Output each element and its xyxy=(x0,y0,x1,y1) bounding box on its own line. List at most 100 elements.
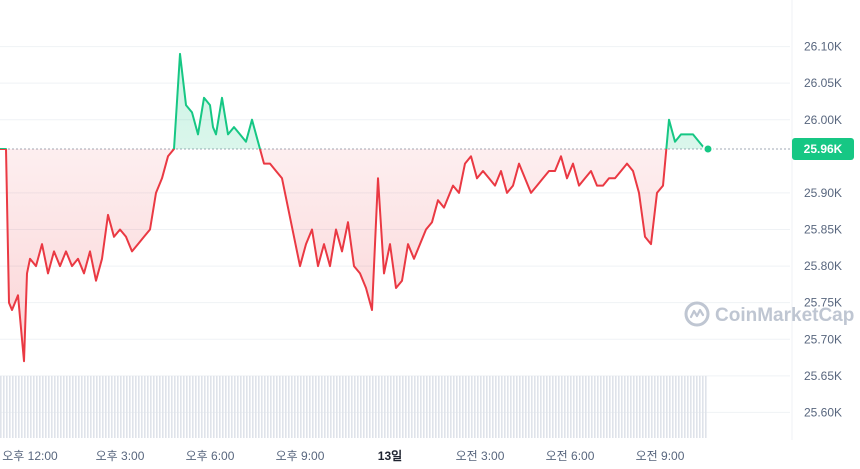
volume-bar xyxy=(372,375,374,438)
volume-bar xyxy=(270,375,272,438)
volume-bar xyxy=(615,375,617,438)
volume-bar xyxy=(573,375,575,438)
volume-bar xyxy=(633,375,635,438)
volume-bar xyxy=(648,375,650,438)
volume-bar xyxy=(546,375,548,438)
volume-bar xyxy=(162,375,164,438)
volume-bar xyxy=(243,375,245,438)
volume-bar xyxy=(303,375,305,438)
volume-bar xyxy=(234,375,236,438)
volume-bar xyxy=(666,375,668,438)
volume-bar xyxy=(513,375,515,438)
volume-bar xyxy=(555,375,557,438)
volume-bar xyxy=(639,375,641,438)
volume-bar xyxy=(477,375,479,438)
volume-bar xyxy=(3,375,5,438)
volume-bar xyxy=(522,375,524,438)
y-tick-label: 25.75K xyxy=(804,296,842,310)
volume-bar xyxy=(663,375,665,438)
volume-bar xyxy=(90,375,92,438)
volume-bar xyxy=(345,375,347,438)
volume-bar xyxy=(636,375,638,438)
volume-bar xyxy=(141,375,143,438)
x-tick-label: 오전 3:00 xyxy=(456,449,505,463)
y-tick-label: 26.10K xyxy=(804,40,842,54)
volume-bar xyxy=(168,375,170,438)
volume-bar xyxy=(678,375,680,438)
volume-bar xyxy=(183,375,185,438)
volume-bar xyxy=(27,375,29,438)
x-tick-label: 오후 9:00 xyxy=(276,449,325,463)
y-tick-label: 25.70K xyxy=(804,332,842,346)
volume-bar xyxy=(0,375,2,438)
x-tick-label: 13일 xyxy=(378,449,402,463)
volume-bar xyxy=(42,375,44,438)
volume-bars xyxy=(0,375,707,438)
volume-bar xyxy=(60,375,62,438)
volume-bar xyxy=(549,375,551,438)
volume-bar xyxy=(18,375,20,438)
volume-bar xyxy=(6,375,8,438)
volume-bar xyxy=(405,375,407,438)
volume-bar xyxy=(438,375,440,438)
volume-bar xyxy=(96,375,98,438)
volume-bar xyxy=(180,375,182,438)
volume-bar xyxy=(315,375,317,438)
volume-bar xyxy=(84,375,86,438)
price-line xyxy=(0,52,708,363)
volume-bar xyxy=(474,375,476,438)
volume-bar xyxy=(618,375,620,438)
volume-bar xyxy=(159,375,161,438)
volume-bar xyxy=(240,375,242,438)
volume-bar xyxy=(156,375,158,438)
volume-bar xyxy=(645,375,647,438)
area-above-baseline xyxy=(0,53,708,150)
volume-bar xyxy=(594,375,596,438)
volume-bar xyxy=(588,375,590,438)
volume-bar xyxy=(687,375,689,438)
current-price-badge: 25.96K xyxy=(792,138,854,161)
volume-bar xyxy=(660,375,662,438)
volume-bar xyxy=(135,375,137,438)
volume-bar xyxy=(102,375,104,438)
volume-bar xyxy=(606,375,608,438)
volume-bar xyxy=(204,375,206,438)
volume-bar xyxy=(366,375,368,438)
y-tick-label: 25.85K xyxy=(804,223,842,237)
volume-bar xyxy=(480,375,482,438)
volume-bar xyxy=(495,375,497,438)
y-tick-label: 26.05K xyxy=(804,76,842,90)
volume-bar xyxy=(468,375,470,438)
volume-bar xyxy=(651,375,653,438)
volume-bar xyxy=(534,375,536,438)
volume-bar xyxy=(252,375,254,438)
volume-bar xyxy=(612,375,614,438)
volume-bar xyxy=(150,375,152,438)
x-tick-label: 오후 12:00 xyxy=(2,449,58,463)
volume-bar xyxy=(312,375,314,438)
volume-bar xyxy=(360,375,362,438)
volume-bar xyxy=(21,375,23,438)
volume-bar xyxy=(450,375,452,438)
volume-bar xyxy=(51,375,53,438)
volume-bar xyxy=(9,375,11,438)
volume-bar xyxy=(489,375,491,438)
volume-bar xyxy=(501,375,503,438)
volume-bar xyxy=(498,375,500,438)
volume-bar xyxy=(192,375,194,438)
volume-bar xyxy=(525,375,527,438)
x-tick-label: 오후 6:00 xyxy=(186,449,235,463)
volume-bar xyxy=(702,375,704,438)
volume-bar xyxy=(75,375,77,438)
volume-bar xyxy=(426,375,428,438)
volume-bar xyxy=(681,375,683,438)
volume-bar xyxy=(465,375,467,438)
volume-bar xyxy=(33,375,35,438)
volume-bar xyxy=(222,375,224,438)
volume-bar xyxy=(600,375,602,438)
volume-bar xyxy=(318,375,320,438)
volume-bar xyxy=(381,375,383,438)
volume-bar xyxy=(24,375,26,438)
volume-bar xyxy=(603,375,605,438)
volume-bar xyxy=(342,375,344,438)
